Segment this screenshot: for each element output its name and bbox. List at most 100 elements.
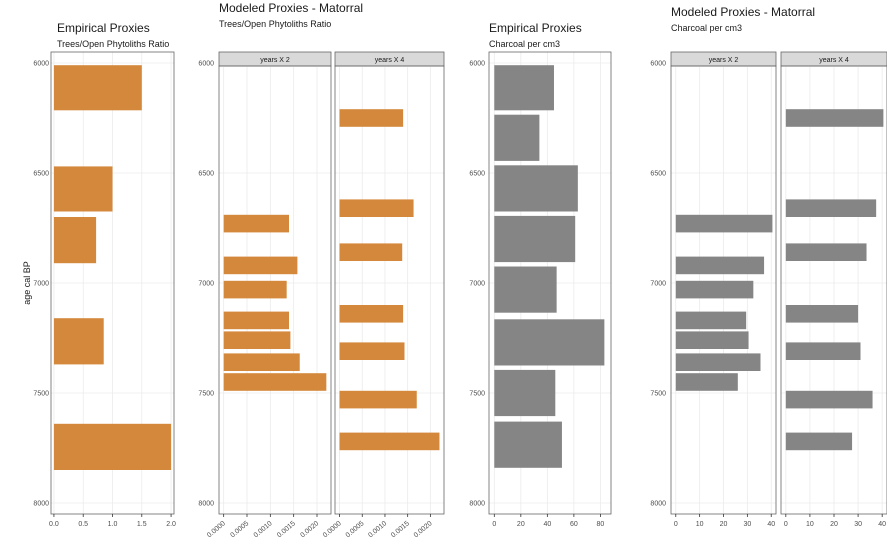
y-axis-label: age cal BP	[22, 261, 32, 305]
chart-subtitle: Trees/Open Phytoliths Ratio	[219, 19, 331, 29]
bar	[494, 114, 540, 161]
panel-border	[334, 65, 445, 515]
y-tick-label: 6000	[198, 61, 214, 68]
x-tick-label: 0	[492, 521, 496, 528]
y-tick-label: 7000	[198, 281, 214, 288]
x-tick-label: 10	[696, 521, 704, 528]
bar	[494, 319, 605, 366]
y-tick-label: 6500	[650, 171, 666, 178]
bar	[785, 305, 859, 323]
facet-strip-label: years X 2	[709, 57, 739, 64]
x-tick-label: 0.0000	[206, 520, 227, 539]
bar	[494, 369, 556, 417]
y-tick-label: 7500	[198, 391, 214, 398]
bar	[223, 373, 327, 391]
bar	[675, 331, 749, 349]
x-tick-label: 40	[543, 521, 551, 528]
bar	[494, 165, 578, 212]
bar	[785, 243, 867, 261]
bar	[223, 280, 287, 299]
x-tick-label: 0.0010	[253, 520, 274, 539]
bar	[223, 331, 291, 349]
bar	[339, 199, 414, 217]
bar	[494, 215, 576, 263]
x-tick-label: 0.0015	[390, 520, 411, 539]
chart-title: Modeled Proxies - Matorral	[671, 5, 815, 19]
bar	[223, 353, 300, 371]
chart-subtitle: Trees/Open Phytoliths Ratio	[57, 39, 169, 49]
x-tick-label: 2.0	[166, 521, 176, 528]
bar	[675, 256, 765, 275]
chart-title: Empirical Proxies	[57, 21, 150, 35]
bar	[339, 342, 405, 360]
x-tick-label: 30	[743, 521, 751, 528]
bar	[675, 311, 747, 330]
y-tick-label: 8000	[469, 501, 485, 508]
x-tick-label: 40	[878, 521, 886, 528]
x-tick-label: 0	[674, 521, 678, 528]
y-tick-label: 7500	[33, 391, 49, 398]
x-tick-label: 1.0	[108, 521, 118, 528]
y-tick-label: 7000	[33, 281, 49, 288]
y-tick-label: 8000	[198, 501, 214, 508]
y-tick-label: 6500	[469, 171, 485, 178]
bar	[223, 256, 298, 275]
y-tick-label: 7500	[469, 391, 485, 398]
bar	[675, 280, 754, 299]
bar	[785, 342, 861, 360]
facet-strip-label: years X 4	[375, 57, 405, 64]
x-tick-label: 0	[784, 521, 788, 528]
y-tick-label: 7000	[469, 281, 485, 288]
bar	[785, 432, 853, 451]
x-tick-label: 0.5	[78, 521, 88, 528]
y-tick-label: 6000	[33, 61, 49, 68]
bar	[785, 109, 884, 127]
x-tick-label: 0.0005	[345, 520, 366, 539]
panel-border	[218, 65, 332, 515]
bar	[494, 65, 554, 111]
facet-strip-label: years X 4	[819, 57, 849, 64]
x-tick-label: 1.5	[137, 521, 147, 528]
bar	[53, 166, 113, 212]
y-tick-label: 6500	[33, 171, 49, 178]
bar	[494, 266, 557, 313]
facet-strip-label: years X 2	[260, 57, 290, 64]
bar	[339, 305, 404, 323]
x-tick-label: 0.0020	[299, 520, 320, 539]
bar	[339, 390, 417, 409]
x-tick-label: 0.0005	[229, 520, 250, 539]
x-tick-label: 0.0	[49, 521, 59, 528]
x-tick-label: 10	[806, 521, 814, 528]
bar	[339, 243, 403, 261]
x-tick-label: 0.0010	[367, 520, 388, 539]
chart-subtitle: Charcoal per cm3	[671, 23, 742, 33]
bar	[223, 311, 289, 330]
y-tick-label: 7000	[650, 281, 666, 288]
bar	[339, 109, 404, 127]
chart-title: Modeled Proxies - Matorral	[219, 1, 363, 15]
chart-title: Empirical Proxies	[489, 21, 582, 35]
y-tick-label: 6000	[469, 61, 485, 68]
x-tick-label: 20	[830, 521, 838, 528]
x-tick-label: 20	[517, 521, 525, 528]
y-tick-label: 7500	[650, 391, 666, 398]
x-tick-label: 20	[720, 521, 728, 528]
bar	[339, 432, 440, 451]
bar	[494, 421, 562, 468]
y-tick-label: 8000	[33, 501, 49, 508]
bar	[785, 199, 877, 217]
bar	[785, 390, 873, 409]
bar	[53, 318, 104, 365]
x-tick-label: 0.0020	[413, 520, 434, 539]
x-tick-label: 80	[596, 521, 604, 528]
x-tick-label: 40	[767, 521, 775, 528]
bar	[675, 353, 761, 371]
y-tick-label: 6000	[650, 61, 666, 68]
x-tick-label: 0.0000	[322, 520, 343, 539]
y-tick-label: 6500	[198, 171, 214, 178]
bar	[53, 423, 172, 470]
bar	[53, 217, 97, 264]
y-tick-label: 8000	[650, 501, 666, 508]
panel-border	[488, 51, 612, 515]
